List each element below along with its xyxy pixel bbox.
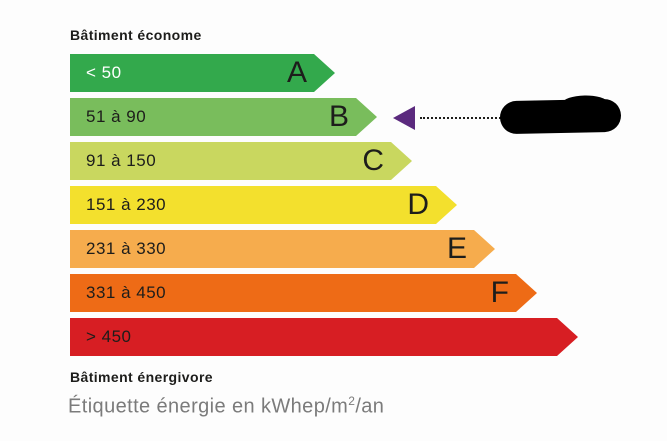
class-c-range: 91 à 150: [86, 151, 157, 170]
class-f-letter: F: [490, 276, 509, 309]
class-b-letter: B: [328, 100, 349, 133]
selected-class-arrow-icon: [393, 106, 415, 130]
class-d-letter: D: [407, 188, 429, 221]
energy-class-bar-e: 231 à 330 E: [70, 230, 495, 268]
economical-building-label: Bâtiment économe: [70, 27, 202, 43]
caption-text-end: /an: [355, 395, 385, 418]
energy-class-bar-g: > 450: [70, 318, 578, 356]
energy-intensive-building-label: Bâtiment énergivore: [70, 369, 213, 385]
energy-class-bar-f: 331 à 450 F: [70, 274, 537, 312]
class-c-letter: C: [362, 144, 384, 177]
energy-class-bar-a: < 50 A: [70, 54, 335, 92]
energy-class-bar-c: 91 à 150 C: [70, 142, 412, 180]
dotted-connector: [420, 117, 501, 119]
redaction-scribble: [499, 98, 622, 135]
class-d-range: 151 à 230: [86, 195, 167, 214]
caption-text: Étiquette énergie en kWhep/m: [68, 395, 349, 418]
energy-class-bar-d: 151 à 230 D: [70, 186, 457, 224]
energy-scale: < 50 A 51 à 90 B 91 à 150 C 151 à 230 D …: [70, 54, 578, 362]
caption-superscript: 2: [348, 394, 356, 408]
class-f-range: 331 à 450: [86, 283, 167, 302]
energy-class-bar-b: 51 à 90 B: [70, 98, 377, 136]
class-b-range: 51 à 90: [86, 107, 147, 126]
class-g-range: > 450: [86, 327, 132, 346]
class-a-range: < 50: [86, 63, 122, 82]
class-e-letter: E: [446, 232, 467, 265]
energy-label-caption: Étiquette énergie en kWhep/m2/an: [68, 394, 384, 419]
class-e-range: 231 à 330: [86, 239, 167, 258]
class-a-letter: A: [286, 56, 307, 89]
